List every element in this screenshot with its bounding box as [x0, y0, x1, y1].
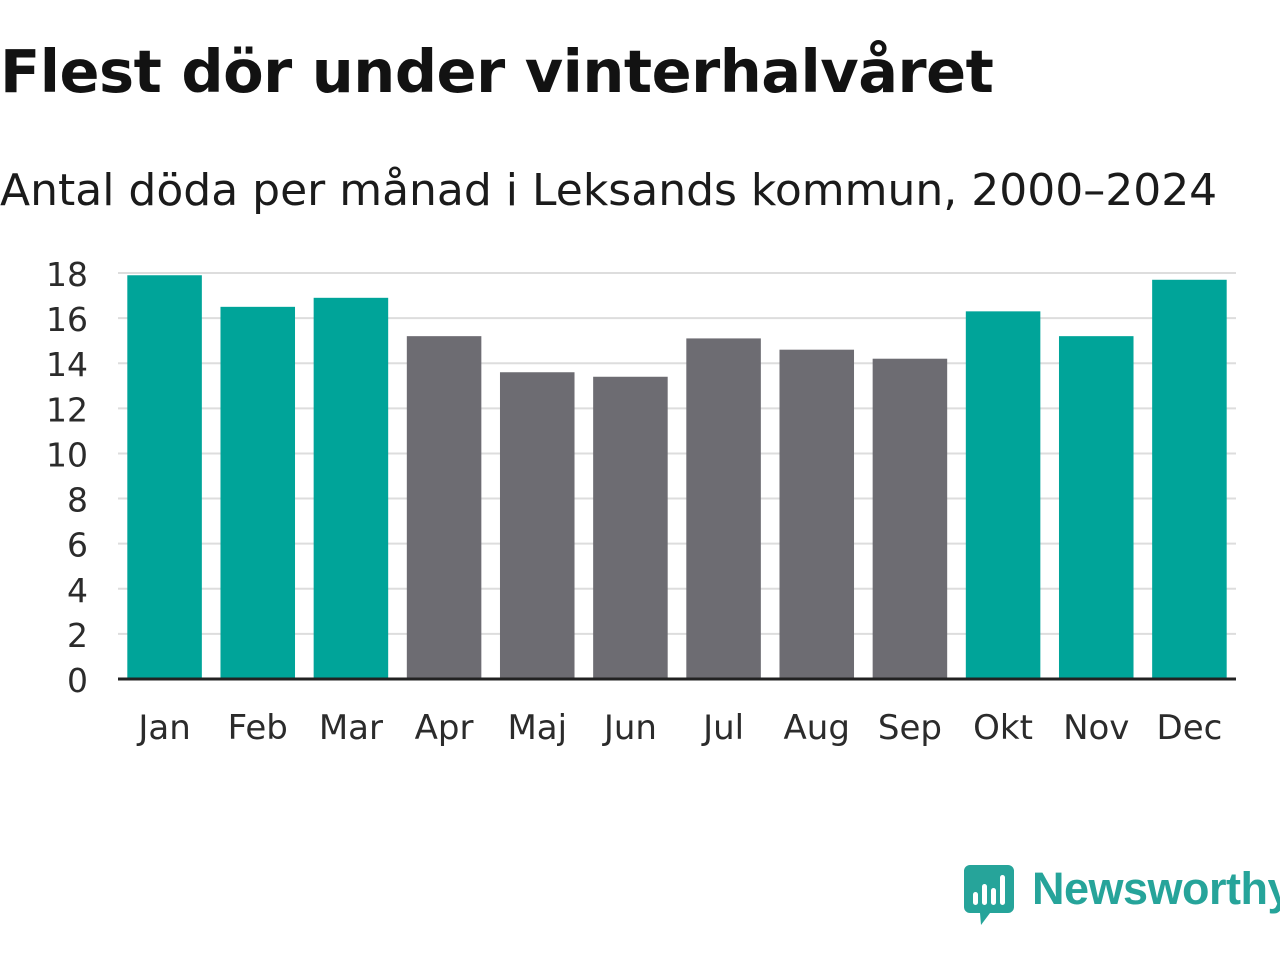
bar-mar [313, 297, 389, 679]
y-tick-label: 4 [67, 571, 88, 610]
y-tick-label: 2 [67, 616, 88, 655]
bar-jun [593, 376, 668, 679]
grid-lines [118, 272, 1236, 635]
newsworthy-brand: Newsworthy [964, 863, 1280, 927]
y-tick-label: 8 [67, 481, 88, 520]
x-tick-label-apr: Apr [415, 708, 474, 748]
x-tick-label-okt: Okt [973, 708, 1033, 748]
x-tick-label-maj: Maj [507, 708, 567, 748]
y-tick-label: 6 [67, 526, 88, 565]
y-tick-label: 16 [46, 300, 88, 339]
newsworthy-chart-bubble-icon [964, 865, 1014, 925]
bar-jul [686, 338, 761, 679]
tick-labels: 0 2 4 6 8 10 12 14 16 18 Jan Feb Mar Apr Maj Jun Jul Aug S… [46, 255, 1222, 748]
bars [127, 275, 1227, 679]
x-tick-label-mar: Mar [319, 708, 383, 748]
x-tick-label-dec: Dec [1157, 708, 1223, 748]
x-tick-label-jul: Jul [701, 708, 744, 748]
x-tick-label-nov: Nov [1063, 708, 1129, 748]
bar-feb [220, 306, 296, 679]
x-tick-label-sep: Sep [878, 708, 942, 748]
bar-dec [1152, 279, 1227, 679]
y-tick-label: 14 [46, 345, 88, 384]
x-tick-label-jan: Jan [136, 708, 190, 748]
x-tick-label-feb: Feb [228, 708, 288, 748]
y-tick-label: 10 [46, 435, 88, 474]
y-tick-label: 12 [46, 390, 88, 429]
x-tick-label-aug: Aug [784, 708, 850, 748]
bar-apr [406, 336, 482, 679]
y-tick-label: 18 [46, 255, 88, 294]
bar-aug [779, 349, 855, 679]
y-tick-label: 0 [67, 661, 88, 700]
bar-sep [872, 358, 948, 679]
bar-jan [127, 275, 202, 679]
bar-okt [965, 311, 1041, 679]
bar-maj [499, 372, 575, 679]
x-tick-label-jun: Jun [602, 708, 657, 748]
chart-subtitle: Antal döda per månad i Leksands kommun, … [0, 165, 1218, 216]
brand-name: Newsworthy [1032, 863, 1280, 914]
bar-nov [1058, 336, 1134, 679]
chart-title: Flest dör under vinterhalvåret [0, 37, 994, 106]
